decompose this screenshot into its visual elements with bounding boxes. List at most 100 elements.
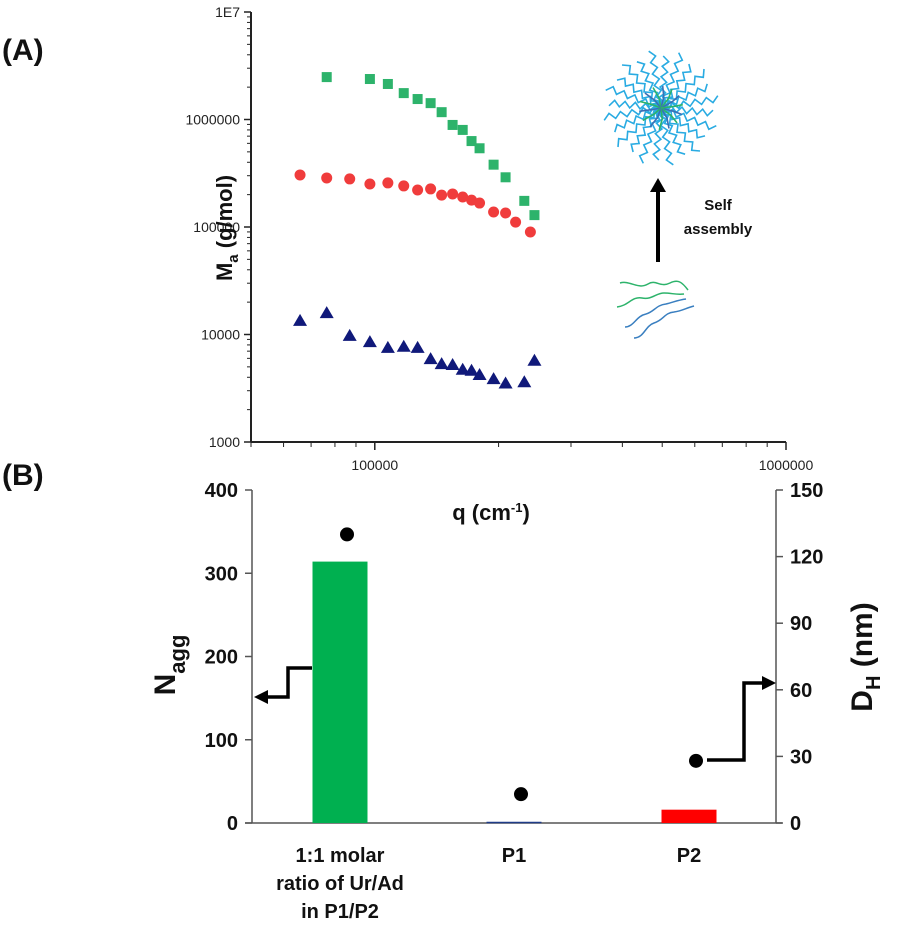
dot-dh	[689, 753, 703, 768]
data-point-triangle	[464, 363, 479, 376]
data-point-square	[425, 98, 436, 109]
data-point-square	[447, 119, 458, 130]
data-point-circle	[425, 183, 437, 195]
unimer-chains-icon	[616, 280, 695, 339]
panel-label-b: (B)	[2, 459, 44, 492]
micelle-core-arm	[660, 107, 670, 129]
b-right-tick-label: 120	[790, 547, 823, 569]
a-x-tick-label: 100000	[351, 457, 398, 473]
b-right-tick-label: 30	[790, 746, 812, 768]
bar-nagg	[661, 809, 717, 823]
data-point-triangle	[380, 340, 395, 353]
data-point-circle	[382, 177, 394, 189]
a-x-axis-title: q (cm-1)	[452, 500, 530, 525]
data-point-square	[466, 136, 477, 147]
data-point-square	[488, 159, 499, 170]
bar-nagg	[312, 561, 368, 823]
b-right-tick-label: 90	[790, 613, 812, 635]
data-point-square	[398, 88, 409, 99]
series-p2	[294, 169, 536, 238]
data-point-triangle	[362, 335, 377, 348]
bar-nagg	[486, 821, 542, 824]
micelle-arm	[614, 106, 662, 133]
category-label: P1	[502, 845, 526, 867]
data-point-triangle	[342, 328, 357, 341]
micelle-core-arm	[639, 107, 662, 113]
data-point-triangle	[472, 368, 487, 381]
arrow-left-icon	[254, 690, 268, 704]
category-label: P2	[677, 845, 701, 867]
micelle-core-arm	[660, 94, 680, 109]
micelle-core-arm	[652, 87, 662, 109]
panel-b-chart: 0 100 200 300 400 0 30 60 90 120 150 1:1 molar rati…	[149, 480, 885, 923]
data-point-triangle	[486, 372, 501, 385]
category-label: in P1/P2	[301, 901, 379, 923]
arrow-right-icon	[762, 676, 776, 690]
arrow-to-left-axis	[266, 666, 312, 699]
data-point-triangle	[445, 358, 460, 371]
micelle-arm	[660, 104, 714, 117]
micelle-arm	[616, 77, 662, 109]
self-assembly-label-line1: Self	[704, 197, 733, 214]
panel-label-a: (A)	[2, 34, 44, 67]
micelle-arm	[638, 107, 662, 164]
micelle-core-arm	[660, 86, 665, 109]
data-point-circle	[344, 173, 356, 185]
data-point-circle	[524, 226, 536, 238]
micelle-core-arm	[660, 107, 683, 116]
micelle-core-arm	[649, 107, 662, 128]
data-point-circle	[294, 169, 306, 181]
b-left-tick-label: 400	[205, 480, 238, 502]
data-point-circle	[398, 180, 410, 192]
b-left-axis-title: Nagg	[149, 635, 190, 696]
data-point-triangle	[455, 362, 470, 375]
a-x-tick-label: 1000000	[759, 457, 814, 473]
micelle-arm	[660, 107, 706, 139]
series-p1	[293, 306, 542, 389]
category-label: 1:1 molar	[296, 845, 385, 867]
b-left-tick-label: 300	[205, 563, 238, 585]
data-point-triangle	[410, 340, 425, 353]
data-point-circle	[510, 216, 522, 228]
data-point-circle	[436, 189, 448, 201]
category-label: ratio of Ur/Ad	[276, 873, 404, 895]
data-point-square	[321, 72, 332, 83]
data-point-triangle	[423, 352, 438, 365]
micelle-arm	[603, 105, 662, 121]
data-point-triangle	[434, 357, 449, 370]
micelle-star-icon	[603, 50, 719, 166]
b-right-tick-label: 0	[790, 813, 801, 835]
data-point-circle	[457, 191, 469, 203]
data-point-circle	[412, 184, 424, 196]
data-point-circle	[488, 206, 500, 218]
b-right-tick-label: 150	[790, 480, 823, 502]
data-point-circle	[500, 207, 512, 219]
b-left-tick-label: 0	[227, 813, 238, 835]
panel-a-chart: 1000 10000 100000 1000000 1E7 100000 1000000 M…	[185, 4, 813, 473]
self-assembly-illustration: Self assembly	[603, 50, 753, 339]
micelle-arm	[652, 107, 665, 161]
data-point-triangle	[527, 353, 542, 366]
b-left-tick-label: 100	[205, 730, 238, 752]
micelle-arm	[660, 95, 719, 111]
data-point-triangle	[517, 375, 532, 388]
arrow-to-right-axis	[707, 681, 762, 762]
arrow-up-icon	[650, 178, 666, 192]
a-y-tick-label: 1000	[209, 434, 240, 450]
data-point-triangle	[319, 306, 334, 319]
data-point-square	[364, 74, 375, 85]
data-point-triangle	[498, 376, 513, 389]
data-point-square	[474, 143, 485, 154]
data-point-circle	[474, 197, 486, 209]
micelle-arm	[660, 68, 705, 109]
a-y-tick-label: 1E7	[215, 4, 240, 20]
micelle-core-arm	[660, 107, 678, 124]
data-point-square	[457, 124, 468, 135]
micelle-core-arm	[660, 88, 673, 109]
data-point-triangle	[293, 313, 308, 326]
dot-dh	[340, 527, 354, 542]
micelle-core-arm	[639, 100, 662, 109]
data-point-triangle	[396, 339, 411, 352]
data-point-square	[412, 94, 423, 105]
